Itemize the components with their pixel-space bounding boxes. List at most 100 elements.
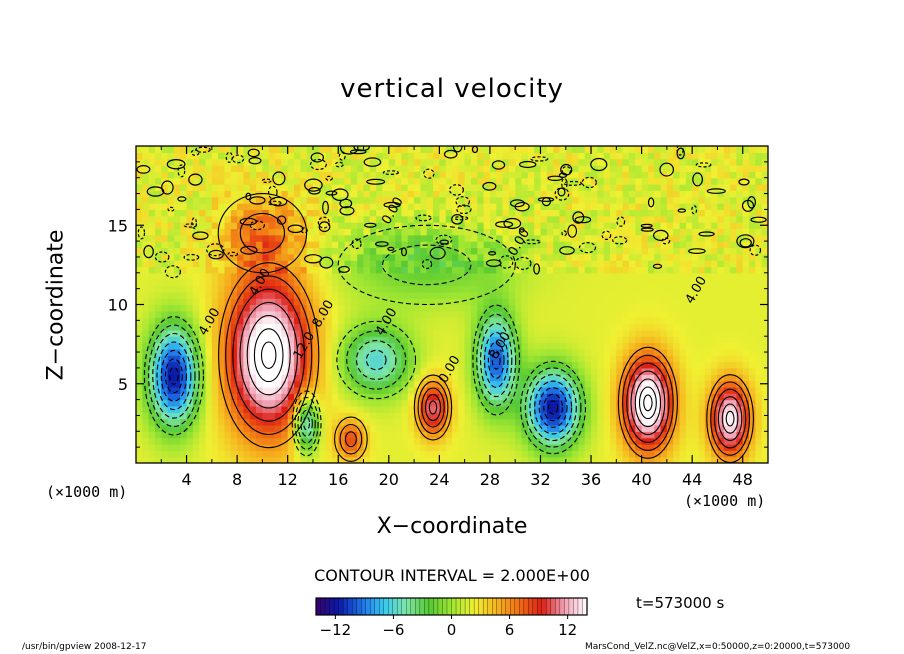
field-cell [395, 323, 403, 331]
field-cell [445, 228, 453, 236]
field-cell [610, 437, 617, 445]
field-cell [527, 336, 535, 344]
field-cell [186, 177, 194, 185]
field-cell [452, 203, 459, 210]
field-cell [458, 152, 466, 160]
field-cell [597, 412, 605, 420]
field-cell [679, 405, 687, 413]
field-cell [376, 253, 384, 261]
field-cell [755, 165, 763, 172]
field-cell [489, 234, 497, 242]
field-cell [426, 260, 434, 268]
field-cell [369, 393, 377, 401]
field-cell [553, 336, 561, 344]
field-cell [192, 241, 200, 249]
field-cell [369, 266, 377, 274]
field-cell [445, 412, 453, 420]
field-cell [312, 247, 320, 255]
field-cell [420, 215, 428, 223]
field-cell [534, 209, 542, 217]
field-cell [452, 329, 459, 337]
field-cell [673, 374, 681, 382]
field-cell [199, 146, 207, 153]
field-cell [230, 405, 238, 413]
field-cell [224, 241, 232, 249]
field-cell [717, 329, 725, 337]
field-cell [407, 405, 415, 413]
field-cell [211, 196, 219, 204]
field-cell [331, 260, 339, 268]
field-cell [654, 431, 662, 439]
field-cell [470, 443, 478, 451]
field-cell [635, 336, 643, 344]
field-cell [180, 285, 188, 293]
field-cell [603, 184, 611, 191]
field-cell [161, 152, 169, 160]
field-cell [161, 158, 169, 166]
field-cell [243, 234, 251, 242]
field-cell [591, 431, 598, 439]
field-cell [464, 323, 472, 331]
field-cell [186, 260, 194, 268]
field-cell [237, 386, 245, 394]
field-cell [622, 215, 630, 223]
field-cell [749, 443, 756, 451]
field-cell [268, 260, 276, 268]
field-cell [584, 190, 592, 198]
field-cell [433, 260, 440, 268]
field-cell [420, 450, 428, 458]
field-cell [704, 203, 712, 210]
field-cell [319, 310, 327, 318]
field-cell [452, 336, 459, 344]
field-cell [464, 190, 472, 198]
field-cell [521, 285, 529, 293]
field-cell [186, 272, 194, 280]
field-cell [268, 380, 276, 388]
field-cell [477, 393, 485, 401]
field-cell [249, 241, 257, 249]
field-cell [452, 374, 459, 382]
field-cell [395, 424, 403, 432]
field-cell [749, 317, 756, 325]
field-cell [464, 272, 472, 280]
field-cell [647, 279, 655, 287]
field-cell [199, 234, 207, 242]
field-cell [344, 418, 352, 426]
field-cell [673, 215, 681, 223]
field-cell [325, 323, 333, 331]
field-cell [572, 374, 579, 382]
field-cell [660, 380, 668, 388]
field-cell [458, 241, 466, 249]
field-cell [452, 431, 459, 439]
field-cell [154, 380, 162, 388]
field-cell [205, 209, 213, 217]
field-cell [161, 424, 169, 432]
field-cell [142, 336, 150, 344]
field-cell [306, 367, 314, 375]
field-cell [565, 317, 573, 325]
field-cell [603, 399, 611, 407]
field-cell [312, 291, 320, 299]
field-cell [142, 399, 150, 407]
field-cell [565, 215, 573, 223]
field-cell [262, 165, 270, 172]
field-cell [306, 234, 314, 242]
field-cell [439, 437, 447, 445]
field-cell [641, 355, 649, 363]
field-cell [275, 342, 282, 350]
field-cell [508, 393, 516, 401]
field-cell [331, 203, 339, 210]
field-cell [610, 361, 617, 369]
field-cell [452, 450, 459, 458]
field-cell [369, 203, 377, 210]
field-cell [553, 418, 561, 426]
field-cell [218, 310, 226, 318]
field-cell [597, 260, 605, 268]
field-cell [591, 304, 598, 312]
field-cell [641, 418, 649, 426]
field-cell [572, 393, 579, 401]
field-cell [635, 152, 643, 160]
field-cell [376, 367, 384, 375]
field-cell [180, 241, 188, 249]
field-cell [635, 158, 643, 166]
